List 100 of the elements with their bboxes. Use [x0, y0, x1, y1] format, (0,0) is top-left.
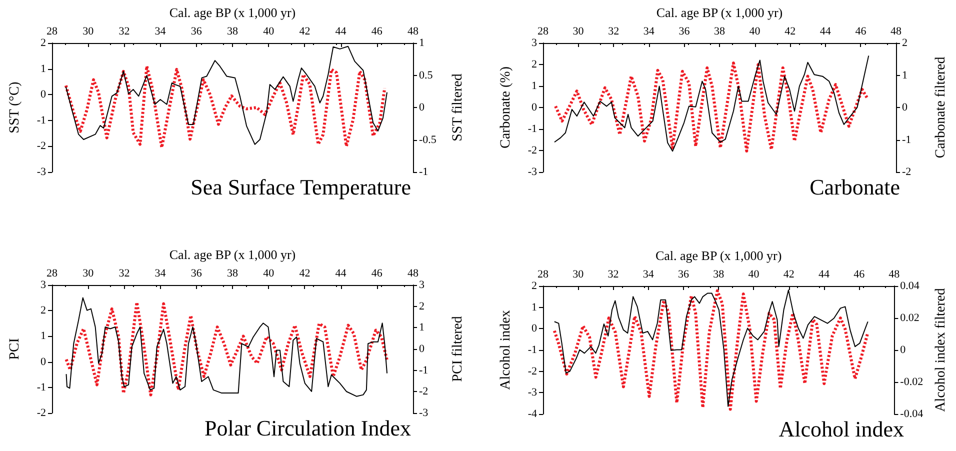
- y-tick-label: 1: [532, 301, 537, 314]
- x-axis-title: Cal. age BP (x 1,000 yr): [655, 248, 782, 263]
- x-tick-label: 48: [408, 26, 419, 38]
- x-tick-label: 44: [818, 268, 830, 280]
- y-tick-label: -1: [528, 344, 537, 356]
- y-tick-label: 1: [40, 330, 46, 342]
- x-tick-label: 42: [299, 26, 310, 38]
- y-tick-label: -3: [528, 386, 538, 399]
- x-tick-label: 32: [608, 26, 620, 38]
- y2-tick-label: -1: [419, 364, 428, 376]
- y2-tick-label: 0: [900, 344, 906, 356]
- y2-tick-label: -2: [902, 166, 912, 178]
- x-tick-label: 40: [263, 268, 275, 280]
- x-tick-label: 48: [888, 268, 900, 280]
- y-tick-label: 2: [40, 304, 46, 317]
- y-tick-label: -3: [528, 166, 538, 178]
- x-axis-title: Cal. age BP (x 1,000 yr): [169, 247, 296, 262]
- y2-tick-label: 1: [419, 37, 424, 49]
- x-tick-label: 42: [299, 268, 310, 280]
- x-tick-label: 46: [371, 268, 383, 280]
- y-axis-title: PCI: [8, 338, 22, 360]
- y-tick-label: 1: [40, 62, 46, 75]
- line-series: [64, 64, 386, 149]
- text: Carbonate: [810, 174, 900, 200]
- y-tick-label: 2: [532, 58, 537, 70]
- y2-tick-label: -3: [419, 407, 429, 419]
- x-axis-title: Cal. age BP (x 1,000 yr): [656, 5, 783, 20]
- x-tick-label: 34: [154, 268, 166, 280]
- y-tick-label: -2: [528, 144, 537, 156]
- y-axis-title: Carbonate (%): [498, 66, 514, 149]
- y2-tick-label: -0.02: [900, 376, 924, 388]
- x-tick-label: 34: [643, 26, 655, 38]
- x-tick-label: 30: [572, 26, 584, 38]
- x-tick-label: 34: [642, 268, 654, 280]
- y2-tick-label: 3: [419, 279, 425, 291]
- x-tick-label: 28: [46, 268, 58, 280]
- x-axis-title: Cal. age BP (x 1,000 yr): [169, 5, 296, 20]
- y2-tick-label: -1: [902, 134, 912, 146]
- x-tick-label: 28: [46, 26, 58, 38]
- x-tick-label: 42: [783, 268, 794, 280]
- x-tick-label: 38: [227, 26, 238, 38]
- y-axis-title: Alcohol index: [498, 310, 514, 390]
- x-tick-label: 30: [82, 268, 94, 280]
- text: Sea Surface Temperature: [190, 174, 411, 200]
- y2-tick-label: 0: [419, 343, 425, 355]
- y-tick-label: 3: [40, 279, 46, 291]
- y-tick-label: -2: [36, 407, 46, 419]
- x-tick-label: 36: [190, 268, 202, 280]
- y-tick-label: -4: [528, 408, 538, 420]
- y2-tick-label: 0: [419, 102, 425, 114]
- y2-axis-title: PCI filtered: [450, 316, 466, 382]
- x-tick-label: 36: [190, 26, 202, 38]
- x-tick-label: 44: [335, 268, 347, 280]
- y2-axis-title: Alcohol index filtered: [934, 288, 948, 412]
- y2-axis-title: Carbonate filtered: [934, 56, 948, 158]
- y-axis-title: SST (°C): [8, 81, 22, 134]
- x-tick-label: 40: [749, 26, 761, 38]
- y-tick-label: -1: [528, 123, 537, 135]
- x-tick-label: 46: [854, 268, 866, 280]
- y-tick-label: -2: [36, 140, 46, 152]
- y2-tick-label: -2: [419, 386, 428, 398]
- y2-tick-label: 0.02: [900, 312, 920, 324]
- y2-tick-label: 2: [419, 300, 424, 312]
- x-tick-label: 36: [678, 26, 690, 38]
- x-tick-label: 32: [118, 26, 130, 38]
- x-tick-label: 32: [608, 268, 619, 280]
- y2-tick-label: 0.04: [900, 280, 920, 292]
- x-tick-label: 40: [748, 268, 760, 280]
- x-tick-label: 46: [855, 26, 867, 38]
- y-tick-label: -1: [36, 381, 46, 394]
- y2-tick-label: 2: [902, 37, 908, 49]
- x-tick-label: 30: [82, 26, 94, 38]
- y2-tick-label: 0: [902, 102, 908, 114]
- x-tick-label: 38: [714, 26, 726, 38]
- x-tick-label: 46: [371, 26, 383, 38]
- x-tick-label: 34: [154, 26, 166, 38]
- text: Polar Circulation Index: [204, 416, 411, 440]
- x-tick-label: 40: [263, 26, 275, 38]
- x-tick-label: 28: [538, 26, 549, 38]
- x-tick-label: 42: [784, 26, 796, 38]
- y2-tick-label: 0.5: [419, 69, 434, 82]
- x-tick-label: 48: [408, 268, 419, 280]
- x-tick-label: 44: [335, 26, 347, 38]
- y-tick-label: 1: [532, 80, 537, 92]
- y-tick-label: -2: [528, 365, 537, 378]
- y2-axis-title: SST filtered: [450, 74, 466, 142]
- x-tick-label: 44: [820, 26, 832, 38]
- y-tick-label: -3: [36, 166, 46, 178]
- y2-tick-label: -0.5: [419, 134, 437, 146]
- line-series: [65, 46, 388, 145]
- y2-tick-label: 1: [902, 69, 908, 82]
- y-tick-label: 3: [532, 37, 538, 49]
- x-tick-label: 36: [678, 268, 690, 280]
- y-tick-label: 2: [40, 37, 46, 49]
- x-tick-label: 28: [538, 268, 549, 280]
- x-tick-label: 38: [713, 268, 725, 280]
- y2-tick-label: 1: [419, 322, 424, 334]
- x-tick-label: 32: [118, 268, 130, 280]
- y-tick-label: 0: [532, 322, 538, 335]
- y-tick-label: 0: [40, 88, 46, 101]
